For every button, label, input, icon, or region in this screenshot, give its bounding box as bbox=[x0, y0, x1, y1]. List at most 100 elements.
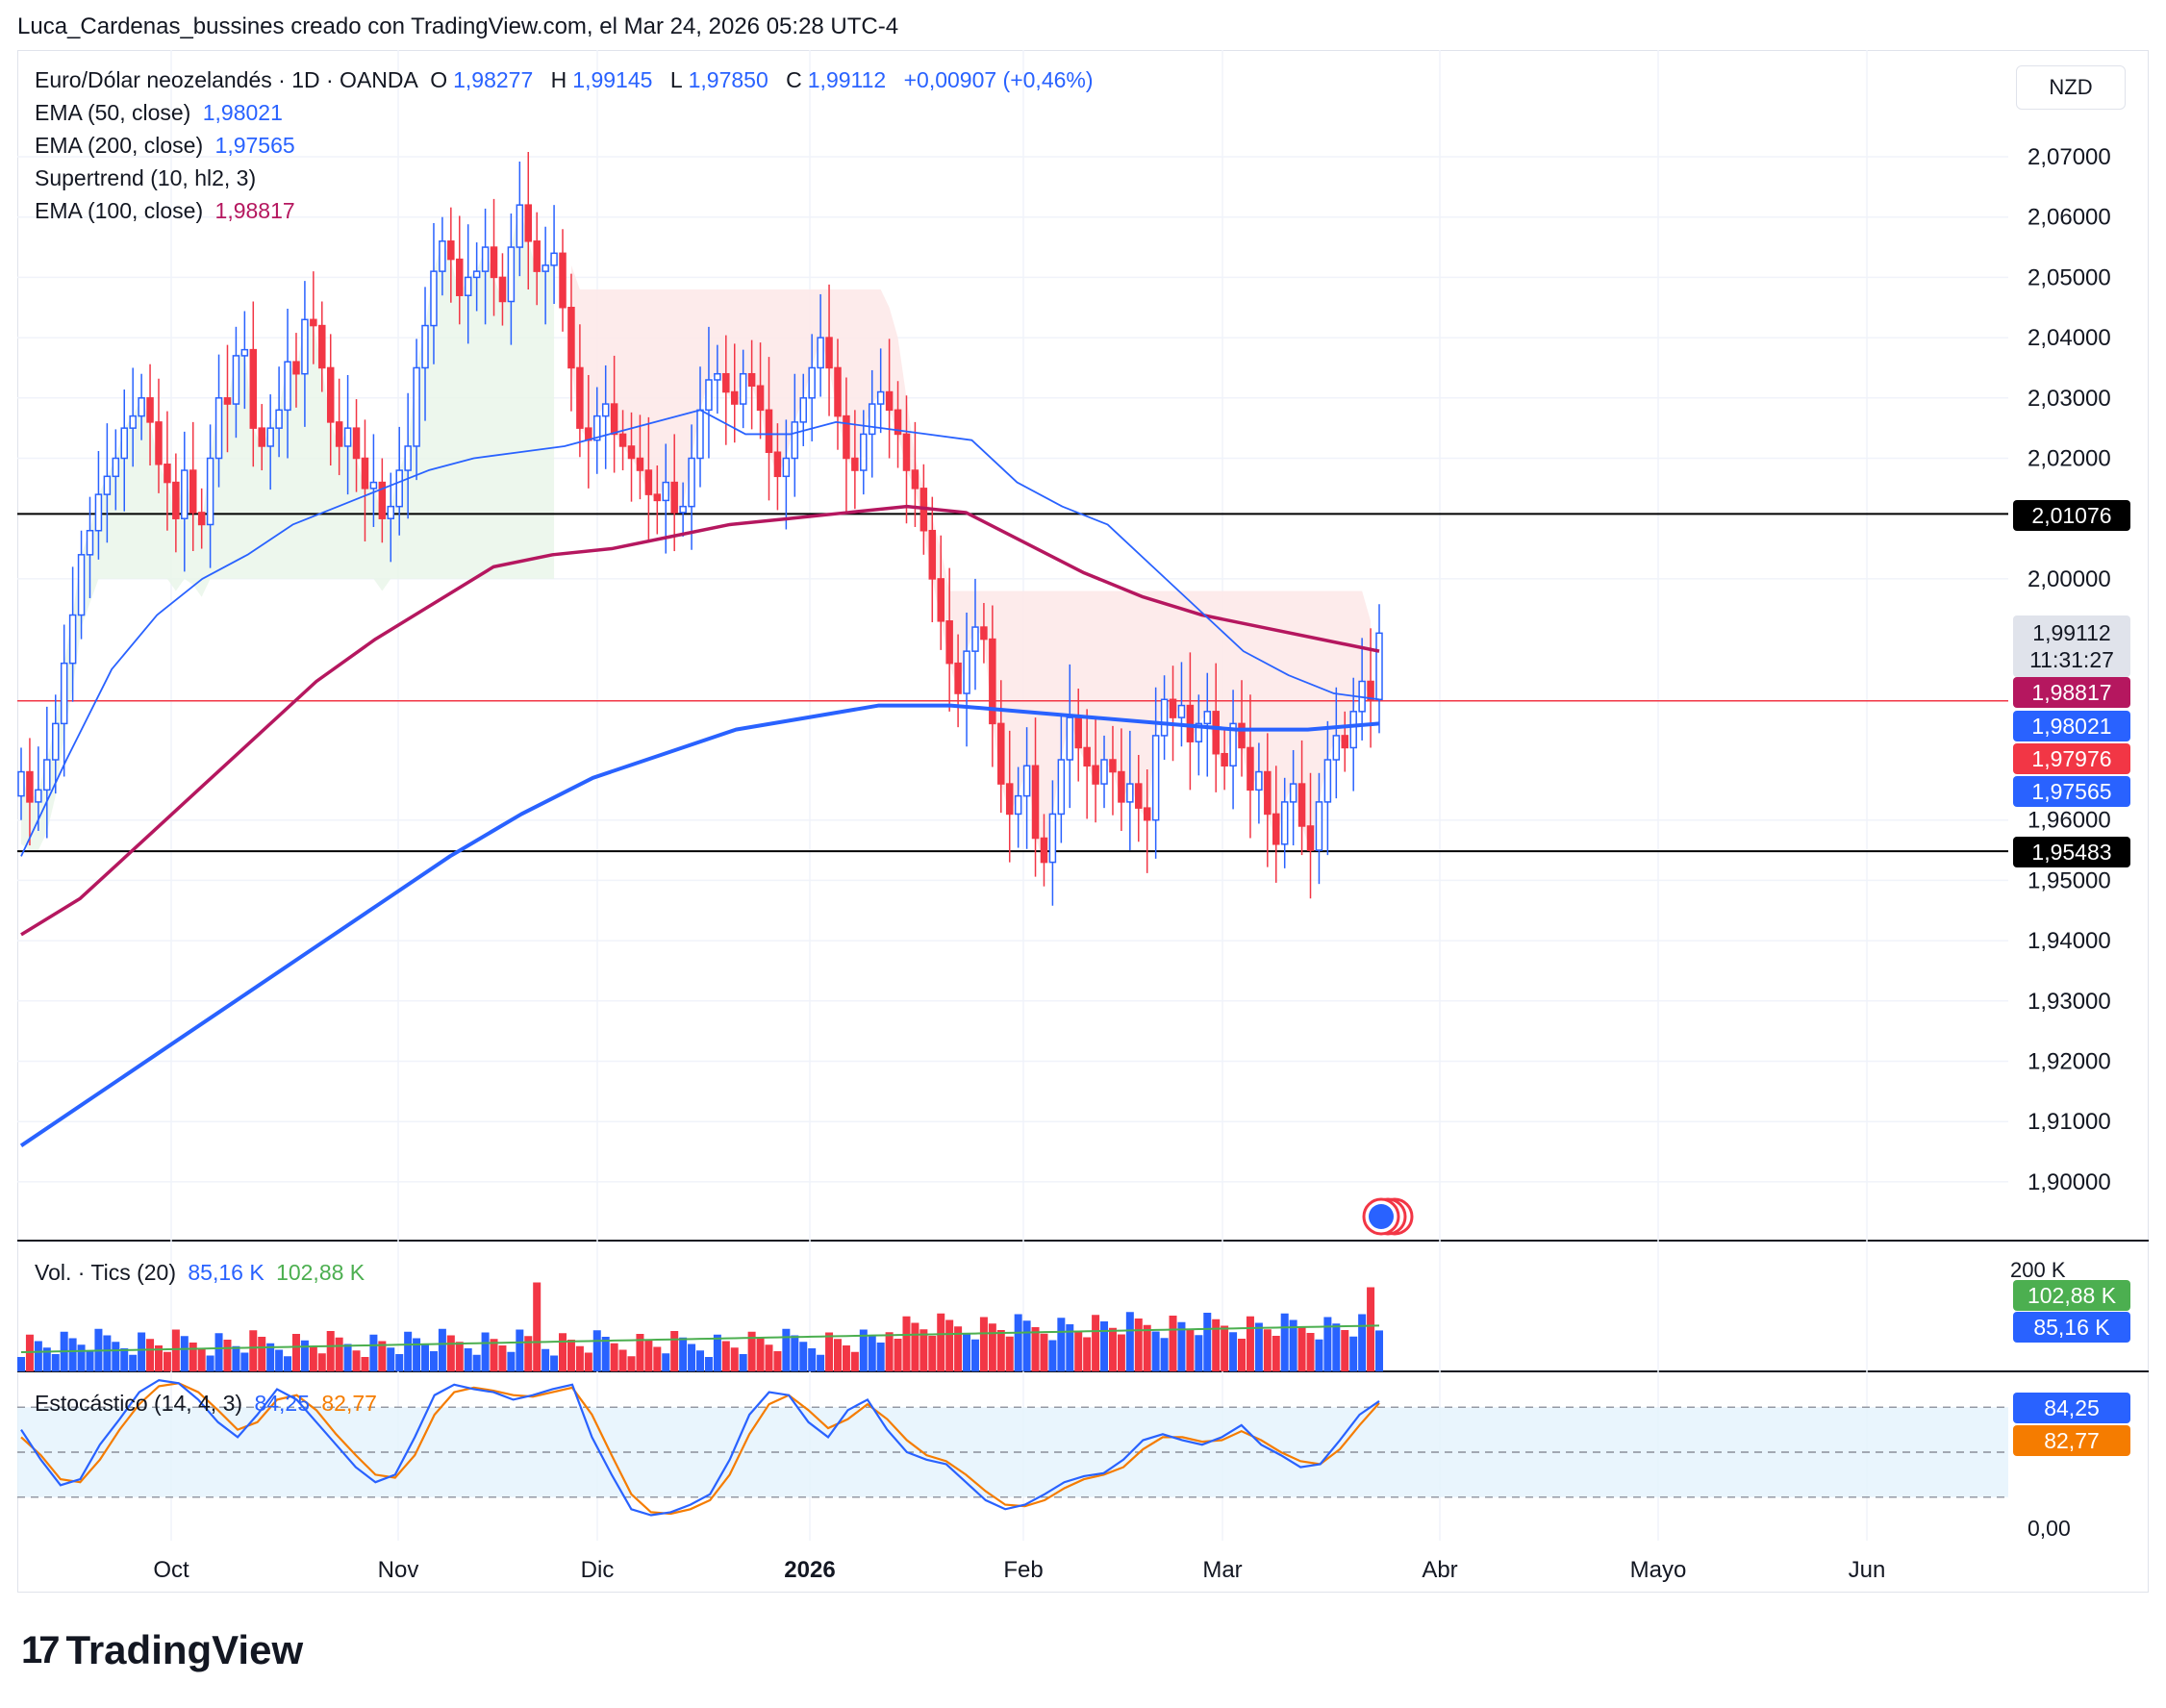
volume-bar bbox=[1100, 1321, 1109, 1371]
candle-body bbox=[369, 481, 378, 490]
candle-body bbox=[730, 390, 739, 405]
volume-bar bbox=[533, 1282, 542, 1371]
candle-body bbox=[696, 409, 704, 460]
volume-bar bbox=[77, 1344, 86, 1371]
volume-bar bbox=[1323, 1317, 1332, 1371]
candle-body bbox=[266, 427, 274, 447]
volume-bar bbox=[1177, 1321, 1186, 1371]
volume-bar bbox=[1160, 1338, 1169, 1371]
candle-body bbox=[275, 409, 283, 429]
volume-bar bbox=[103, 1335, 112, 1371]
candle-body bbox=[197, 512, 206, 526]
volume-bar bbox=[1074, 1330, 1083, 1371]
y-tick-label: 1,95000 bbox=[2027, 867, 2111, 893]
candle-body bbox=[610, 403, 618, 436]
candle-body bbox=[773, 451, 782, 478]
volume-bar bbox=[1083, 1337, 1092, 1371]
candle-body bbox=[1212, 711, 1220, 755]
stoch-d-label: 82,77 bbox=[2013, 1425, 2130, 1456]
volume-bar bbox=[206, 1355, 214, 1371]
volume-bar bbox=[369, 1334, 378, 1371]
volume-bar bbox=[1151, 1331, 1160, 1371]
candle-body bbox=[851, 457, 859, 471]
candle-body bbox=[43, 759, 51, 791]
candle-body bbox=[808, 366, 816, 399]
candle-body bbox=[1022, 765, 1031, 797]
candle-body bbox=[421, 324, 429, 369]
candle-body bbox=[834, 366, 842, 417]
candle-body bbox=[1289, 783, 1297, 803]
volume-bar bbox=[404, 1331, 413, 1371]
volume-bar bbox=[291, 1334, 300, 1371]
candle-body bbox=[232, 355, 240, 405]
candle-body bbox=[963, 650, 970, 694]
volume-bar bbox=[601, 1337, 610, 1371]
candle-body bbox=[490, 246, 498, 279]
candle-body bbox=[181, 469, 189, 519]
candle-body bbox=[954, 662, 962, 694]
candle-body bbox=[284, 361, 291, 412]
candle-body bbox=[1169, 698, 1177, 718]
x-tick-label: Jun bbox=[1849, 1557, 1886, 1583]
volume-bar bbox=[171, 1329, 180, 1371]
volume-bar bbox=[34, 1341, 42, 1371]
candle-body bbox=[1280, 801, 1289, 845]
candle-body bbox=[1247, 746, 1254, 791]
tradingview-logo[interactable]: 17 TradingView bbox=[21, 1627, 304, 1672]
candle-body bbox=[714, 372, 721, 381]
volume-bar bbox=[937, 1313, 945, 1371]
ema200-legend[interactable]: EMA (200, close) 1,97565 bbox=[35, 133, 295, 158]
candle-body bbox=[112, 457, 120, 478]
volume-bar bbox=[1315, 1339, 1323, 1371]
candle-body bbox=[1375, 632, 1383, 701]
ema50-legend[interactable]: EMA (50, close) 1,98021 bbox=[35, 100, 283, 125]
stochastic-legend[interactable]: Estocástico (14, 4, 3) 84,25 82,77 bbox=[35, 1391, 377, 1416]
ema100-legend[interactable]: EMA (100, close) 1,98817 bbox=[35, 198, 295, 223]
volume-bar bbox=[799, 1342, 808, 1371]
candle-body bbox=[258, 427, 265, 447]
candle-body bbox=[747, 372, 756, 388]
volume-bar bbox=[189, 1343, 197, 1371]
volume-bar bbox=[326, 1331, 335, 1371]
supertrend-legend[interactable]: Supertrend (10, hl2, 3) bbox=[35, 165, 257, 190]
candle-body bbox=[843, 414, 850, 460]
volume-bar bbox=[1066, 1324, 1074, 1371]
candle-body bbox=[1186, 704, 1195, 742]
stochastic-pane bbox=[17, 1378, 2008, 1517]
candle-body bbox=[1118, 770, 1125, 803]
candle-body bbox=[249, 348, 258, 429]
volume-bar bbox=[1238, 1339, 1247, 1371]
candle-body bbox=[791, 421, 799, 460]
candle-body bbox=[817, 337, 824, 369]
volume-bar bbox=[1297, 1326, 1306, 1371]
volume-bar bbox=[996, 1330, 1005, 1371]
volume-bar bbox=[644, 1340, 653, 1371]
candle-body bbox=[662, 481, 670, 502]
volume-bar bbox=[438, 1328, 446, 1371]
volume-bar bbox=[696, 1350, 704, 1371]
volume-bar bbox=[120, 1348, 129, 1371]
volume-bar bbox=[163, 1351, 171, 1371]
volume-bar bbox=[249, 1330, 258, 1371]
y-tick-label: 1,91000 bbox=[2027, 1109, 2111, 1135]
volume-bar bbox=[575, 1345, 584, 1371]
candle-body bbox=[138, 397, 145, 417]
candle-body bbox=[1031, 765, 1040, 840]
candle-body bbox=[1255, 770, 1263, 791]
volume-bar bbox=[197, 1348, 206, 1371]
candle-body bbox=[971, 626, 979, 652]
candle-body bbox=[1264, 770, 1272, 816]
candle-body bbox=[1203, 711, 1212, 725]
ema200-line bbox=[19, 703, 1380, 1147]
volume-bar bbox=[498, 1345, 507, 1371]
volume-bar bbox=[928, 1336, 937, 1371]
volume-bar bbox=[1280, 1313, 1289, 1371]
y-tick-label: 2,02000 bbox=[2027, 446, 2111, 472]
candle-body bbox=[945, 620, 953, 665]
volume-bar bbox=[464, 1348, 472, 1371]
volume-bar bbox=[1057, 1318, 1066, 1371]
volume-legend[interactable]: Vol. · Tics (20) 85,16 K 102,88 K bbox=[35, 1260, 365, 1285]
volume-bar bbox=[713, 1334, 721, 1371]
currency-selector[interactable]: NZD bbox=[2016, 65, 2126, 110]
